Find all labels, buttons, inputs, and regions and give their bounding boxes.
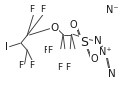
Text: S: S <box>80 36 88 49</box>
Text: F: F <box>29 61 34 70</box>
Text: F: F <box>47 46 53 55</box>
Text: N: N <box>108 69 116 79</box>
Text: F: F <box>65 63 70 72</box>
Text: N: N <box>94 36 102 46</box>
Text: F: F <box>57 63 62 72</box>
Text: F: F <box>18 61 23 70</box>
Text: I: I <box>5 42 8 52</box>
Text: F: F <box>40 5 45 14</box>
Text: O: O <box>51 23 59 33</box>
Text: F: F <box>43 46 48 55</box>
Text: F: F <box>30 5 35 14</box>
Text: N⁻: N⁻ <box>106 5 118 15</box>
Text: N⁺: N⁺ <box>99 47 112 57</box>
Text: O: O <box>70 20 78 30</box>
Text: O: O <box>90 54 98 64</box>
